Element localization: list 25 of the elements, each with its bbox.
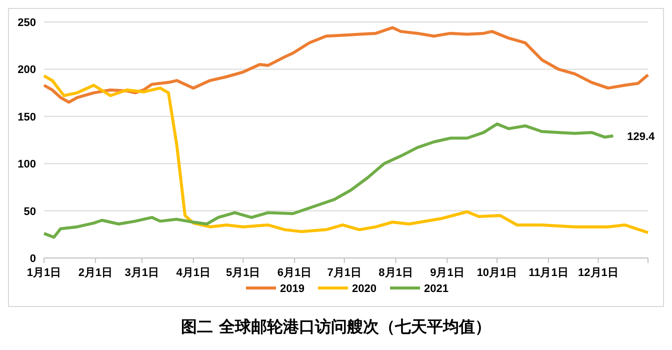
legend-label: 2020: [352, 283, 376, 295]
legend-label: 2019: [280, 283, 304, 295]
x-tick-label: 9月1日: [430, 267, 464, 279]
y-tick-label: 150: [18, 111, 36, 124]
x-tick-label: 5月1日: [226, 267, 260, 279]
y-tick-label: 50: [24, 206, 36, 218]
x-tick-label: 11月1日: [528, 267, 568, 279]
text: 图二 全球邮轮港口访问艘次（七天平均值）: [181, 317, 491, 336]
y-tick-label: 0: [30, 253, 36, 265]
y-tick-label: 250: [18, 17, 36, 29]
line-series: [42, 122, 615, 239]
y-tick-label: 100: [18, 158, 36, 171]
legend-label: 2021: [424, 283, 448, 295]
x-tick-label: 6月1日: [277, 267, 312, 279]
x-tick-label: 12月1日: [578, 267, 618, 279]
x-tick-label: 2月1日: [78, 267, 113, 279]
x-tick-label: 1月1日: [26, 267, 62, 279]
x-tick-label: 8月1日: [378, 267, 413, 279]
x-tick-label: 3月1日: [124, 267, 160, 279]
x-tick-label: 4月1日: [176, 267, 210, 279]
y-tick-label: 200: [18, 64, 36, 76]
annotation: 129.4: [627, 130, 656, 143]
x-tick-label: 7月1日: [327, 267, 362, 279]
x-tick-label: 10月1日: [476, 267, 518, 279]
line-series: [42, 26, 650, 104]
